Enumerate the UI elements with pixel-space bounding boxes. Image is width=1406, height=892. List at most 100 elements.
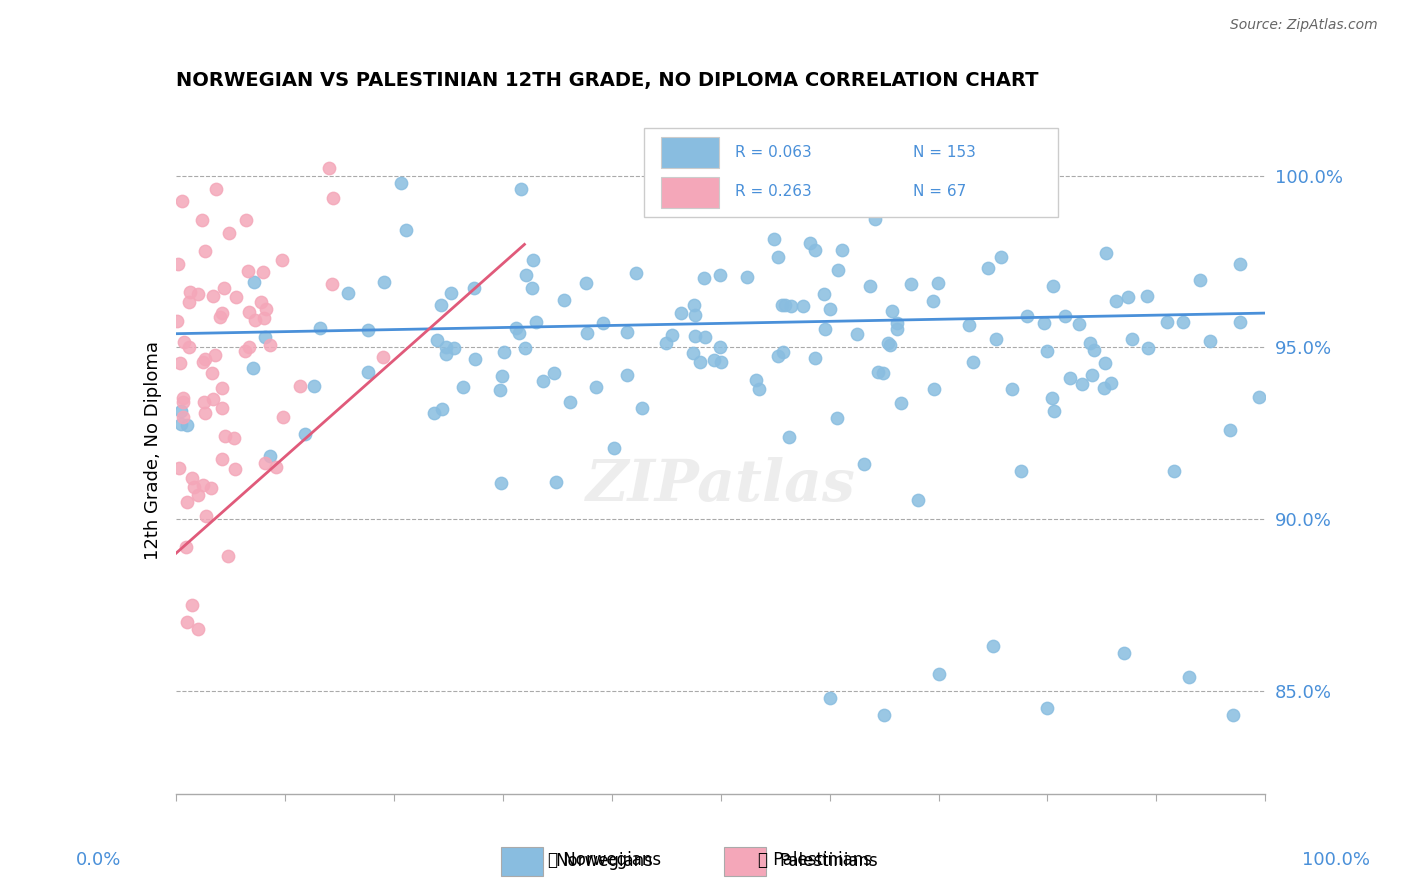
Point [179,294,201,309]
Point [451,380,474,394]
Point [927,277,949,291]
Point [1069,318,1091,332]
Point [880,303,903,318]
Point [183,480,205,494]
Point [434,340,457,354]
Point [243,313,266,327]
Point [693,330,716,344]
Point [626,266,648,280]
Point [264,459,287,474]
Point [270,252,292,267]
Point [259,449,281,463]
Point [253,310,276,325]
Point [254,301,277,316]
Point [191,477,214,491]
Point [1078,336,1101,351]
Point [962,355,984,369]
Point [337,286,360,301]
Point [616,368,638,382]
Point [1099,376,1122,390]
Point [990,250,1012,264]
Point [321,277,343,291]
Text: R = 0.063: R = 0.063 [735,145,813,161]
Point [575,277,598,291]
Point [1042,278,1064,293]
Point [1105,293,1128,308]
Point [702,352,724,367]
Point [970,169,993,183]
Point [890,396,912,410]
Point [373,350,395,364]
Point [238,340,260,354]
Point [177,340,200,354]
Point [242,275,264,289]
Y-axis label: 12th Grade, No Diploma: 12th Grade, No Diploma [143,341,162,560]
Point [187,287,209,301]
Point [356,365,378,379]
Point [172,391,194,405]
Point [181,471,204,485]
Point [233,344,256,359]
Point [492,344,515,359]
Point [489,475,512,490]
Point [186,488,209,502]
Point [1163,463,1185,477]
Point [603,441,626,455]
Point [772,345,794,359]
Point [1092,381,1115,395]
Point [1081,368,1104,383]
Point [853,457,876,471]
Text: Palestinians: Palestinians [779,852,877,870]
Point [174,540,197,554]
Point [193,395,215,409]
Point [1121,332,1143,346]
Point [524,315,547,329]
Point [194,406,217,420]
Point [309,320,332,334]
Point [211,381,233,395]
Point [827,262,849,277]
Point [737,270,759,285]
Point [166,314,188,328]
FancyBboxPatch shape [724,847,766,876]
Point [1036,701,1059,715]
Point [1171,315,1194,329]
Point [204,348,226,362]
Point [814,322,837,336]
FancyBboxPatch shape [644,128,1059,217]
Point [689,355,711,369]
Point [1219,423,1241,437]
Point [745,373,768,387]
Point [190,213,212,227]
Point [170,194,193,208]
Point [962,164,984,178]
Point [426,334,449,348]
Point [872,366,894,380]
Point [671,305,693,319]
Point [176,495,198,509]
Point [211,401,233,415]
Point [693,270,716,285]
Point [770,298,793,312]
Text: ZIPatlas: ZIPatlas [586,457,855,513]
Point [531,374,554,388]
Point [195,508,218,523]
Point [1222,707,1244,722]
Point [464,352,486,367]
Point [560,394,582,409]
Point [294,427,316,442]
Text: 0.0%: 0.0% [76,851,121,869]
Point [873,707,896,722]
Point [1040,391,1063,405]
Point [422,406,444,420]
Point [592,316,614,330]
Point [1116,290,1139,304]
Point [522,253,544,268]
Point [515,268,537,282]
Point [799,235,821,250]
Point [709,340,731,354]
Point [1059,371,1081,385]
Point [318,161,340,176]
Point [709,268,731,282]
Point [1229,257,1251,271]
